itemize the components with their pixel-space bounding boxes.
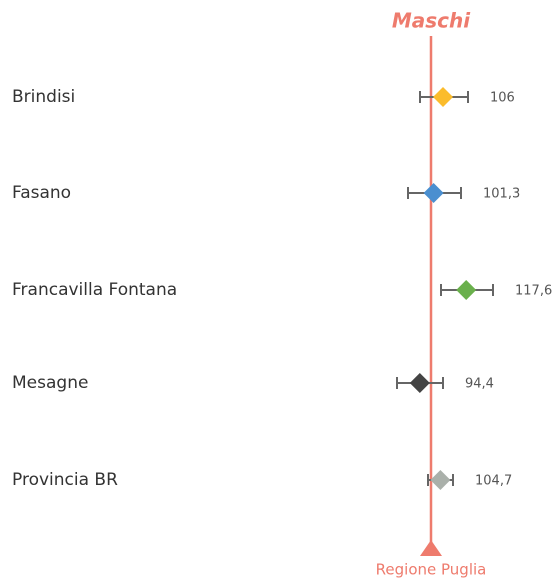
value-label: 104,7 xyxy=(475,474,512,489)
category-label: Fasano xyxy=(12,183,71,203)
category-label: Provincia BR xyxy=(12,470,118,490)
reference-marker xyxy=(420,540,442,556)
value-label: 117,6 xyxy=(515,284,552,299)
point-marker xyxy=(409,373,430,393)
value-label: 101,3 xyxy=(483,187,520,202)
point-marker xyxy=(433,87,453,107)
point-marker xyxy=(423,183,444,203)
category-label: Mesagne xyxy=(12,373,88,393)
value-label: 94,4 xyxy=(465,377,494,392)
point-marker xyxy=(456,280,477,300)
chart-title: Maschi xyxy=(392,9,471,33)
value-label: 106 xyxy=(490,91,515,106)
point-marker xyxy=(430,470,451,490)
category-label: Brindisi xyxy=(12,87,75,107)
category-label: Francavilla Fontana xyxy=(12,280,177,300)
reference-label: Regione Puglia xyxy=(376,561,487,579)
